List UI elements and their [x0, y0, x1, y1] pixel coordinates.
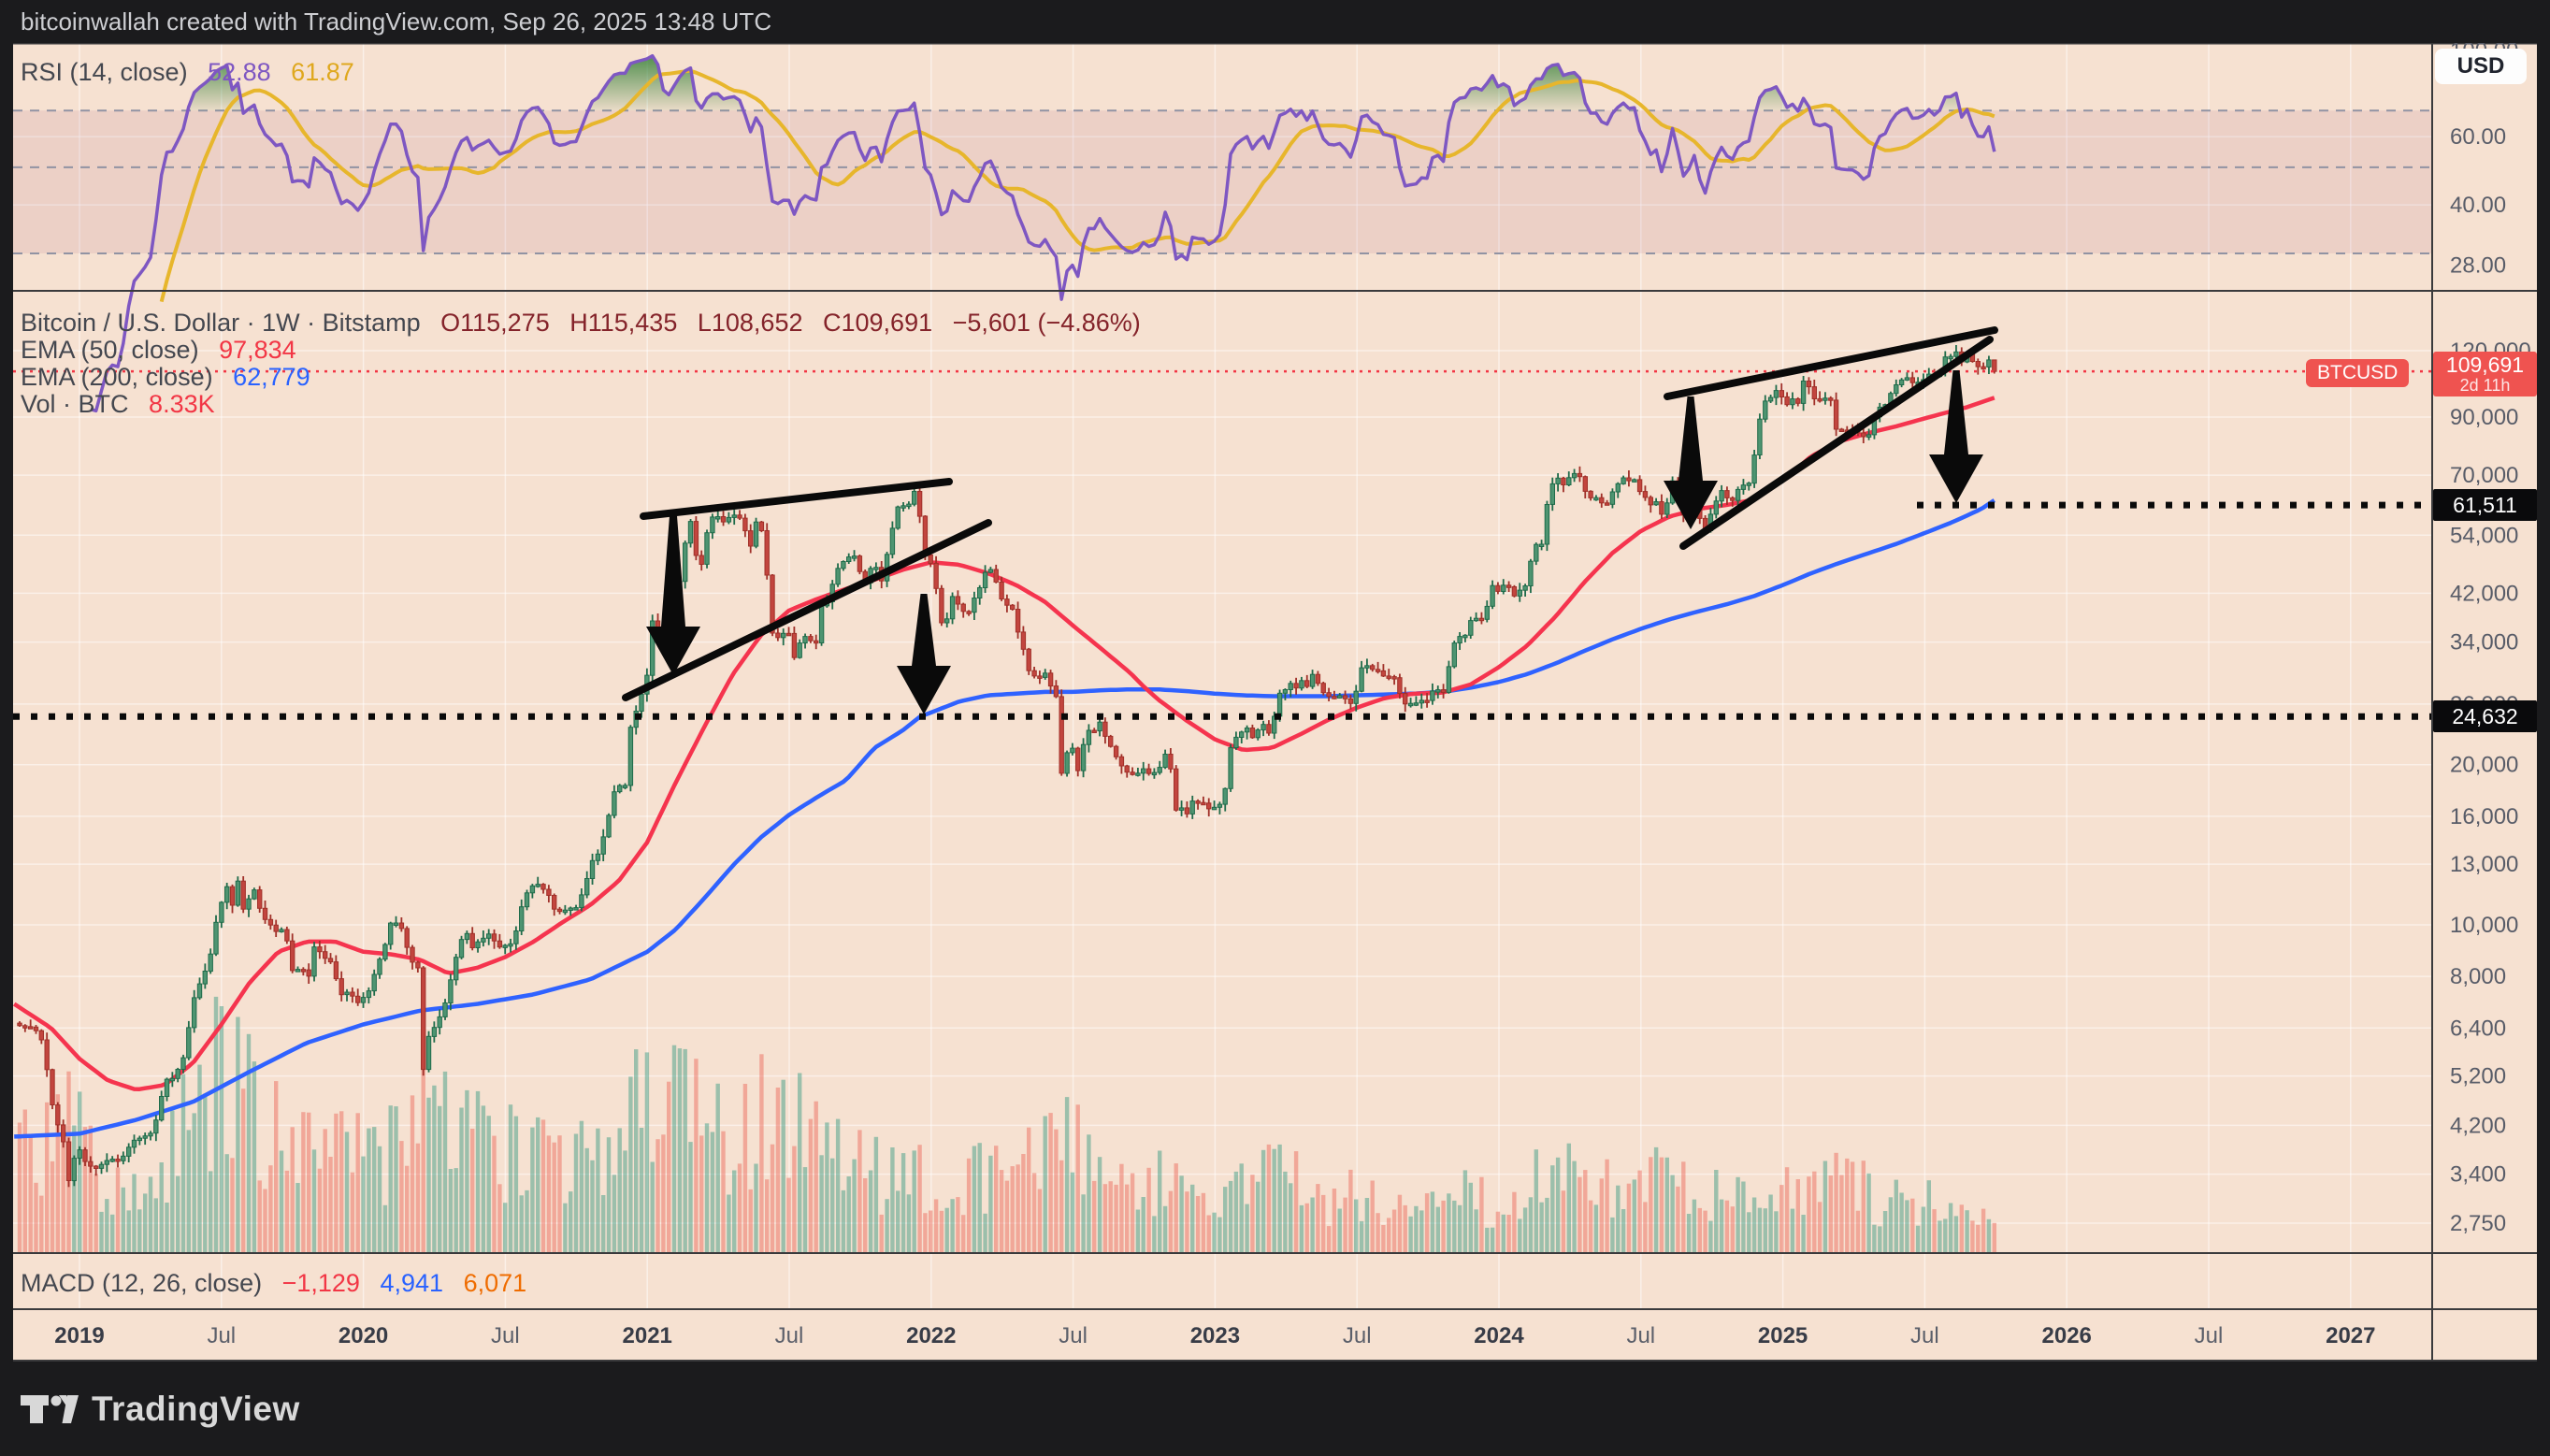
rsi-tick-label: 40.00 — [2450, 193, 2506, 218]
time-tick-label: Jul — [2195, 1323, 2224, 1348]
trendline-annotation[interactable] — [640, 478, 953, 520]
trendline-annotation[interactable] — [1679, 336, 1994, 550]
attribution-bar: bitcoinwallah created with TradingView.c… — [0, 0, 2550, 43]
attribution-text: bitcoinwallah created with TradingView.c… — [21, 7, 772, 36]
ema200-line — [14, 498, 1996, 1139]
trendline-annotation[interactable] — [622, 519, 992, 701]
time-tick-label: Jul — [1343, 1323, 1372, 1348]
time-tick-label: Jul — [1910, 1323, 1939, 1348]
time-tick-label: 2025 — [1758, 1323, 1808, 1348]
price-tick-label: 90,000 — [2450, 405, 2518, 430]
time-tick-label: Jul — [1059, 1323, 1088, 1348]
time-tick-label: 2027 — [2326, 1323, 2375, 1348]
bar-countdown: 2d 11h — [2459, 375, 2511, 395]
rsi-pane — [13, 53, 2432, 413]
price-tick-label: 5,200 — [2450, 1064, 2506, 1089]
footer-bar: TradingView — [0, 1362, 2550, 1456]
last-price-badge: 109,691 2d 11h — [2433, 352, 2537, 396]
price-tick-label: 20,000 — [2450, 753, 2518, 778]
time-tick-label: 2019 — [54, 1323, 104, 1348]
down-arrow-annotation[interactable] — [1664, 396, 1718, 529]
price-tick-label: 42,000 — [2450, 581, 2518, 606]
time-tick-label: 2023 — [1190, 1323, 1240, 1348]
price-tick-label: 2,750 — [2450, 1211, 2506, 1236]
rsi-line — [90, 53, 1996, 413]
price-tick-label: 3,400 — [2450, 1162, 2506, 1188]
level-badge-24632: 24,632 — [2433, 700, 2537, 732]
last-price-value: 109,691 — [2445, 353, 2525, 378]
price-tick-label: 54,000 — [2450, 523, 2518, 548]
rsi-tick-label: 60.00 — [2450, 124, 2506, 150]
down-arrow-annotation[interactable] — [646, 510, 700, 675]
chart-area[interactable]: 120,00090,00070,00054,00042,00034,00026,… — [0, 43, 2550, 1362]
time-tick-label: Jul — [1626, 1323, 1655, 1348]
ema50-line — [12, 396, 1995, 1091]
price-tick-label: 6,400 — [2450, 1016, 2506, 1041]
time-tick-label: 2020 — [339, 1323, 388, 1348]
time-tick-label: Jul — [207, 1323, 236, 1348]
trendline-annotation[interactable] — [1664, 326, 1998, 400]
price-axis-labels[interactable]: 120,00090,00070,00054,00042,00034,00026,… — [2450, 43, 2531, 1236]
down-arrow-annotation[interactable] — [897, 594, 951, 714]
level-badge-61511: 61,511 — [2433, 489, 2537, 521]
down-arrow-annotation[interactable] — [1929, 370, 1983, 503]
price-tick-label: 8,000 — [2450, 964, 2506, 989]
time-tick-label: Jul — [775, 1323, 804, 1348]
ema-lines — [12, 396, 1996, 1139]
price-tick-label: 34,000 — [2450, 630, 2518, 656]
rsi-ma-line — [159, 68, 1995, 303]
time-tick-label: 2024 — [1474, 1323, 1524, 1348]
time-axis-labels[interactable]: 2019 Jul 2020 Jul 2021 Jul 2022 Jul 2023 Jul 2024 J… — [54, 1323, 2375, 1348]
price-tick-label: 13,000 — [2450, 852, 2518, 877]
time-tick-label: Jul — [491, 1323, 520, 1348]
tradingview-logo-icon — [21, 1395, 79, 1423]
time-tick-label: 2022 — [906, 1323, 956, 1348]
rsi-tick-label: 28.00 — [2450, 252, 2506, 278]
price-tick-label: 16,000 — [2450, 804, 2518, 829]
price-tick-label: 10,000 — [2450, 913, 2518, 938]
rsi-overbought-fill — [187, 55, 1968, 111]
volume-layer — [17, 996, 1996, 1252]
annotations-layer[interactable] — [13, 326, 2432, 720]
frame-layer — [13, 43, 2537, 1362]
price-tick-label: 70,000 — [2450, 463, 2518, 488]
time-tick-label: 2021 — [623, 1323, 672, 1348]
price-tick-label: 4,200 — [2450, 1113, 2506, 1138]
footer-brand-text: TradingView — [92, 1390, 300, 1428]
symbol-price-label: BTCUSD — [2306, 359, 2410, 387]
currency-unit-button[interactable]: USD — [2435, 49, 2527, 84]
chart-canvas[interactable]: 120,00090,00070,00054,00042,00034,00026,… — [0, 43, 2550, 1362]
time-tick-label: 2026 — [2042, 1323, 2092, 1348]
